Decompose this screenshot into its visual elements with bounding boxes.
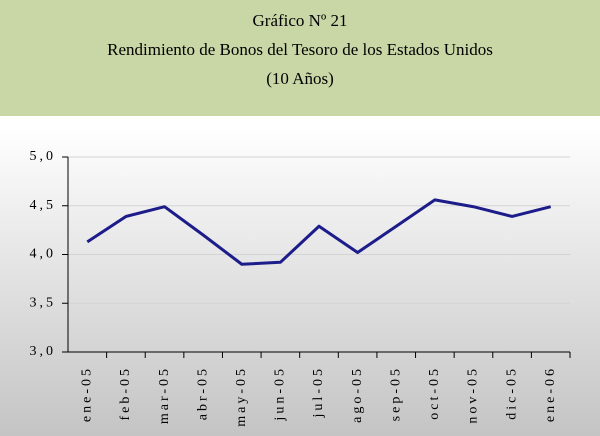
chart-subtitle: Rendimiento de Bonos del Tesoro de los E… xyxy=(107,40,493,59)
x-tick-label: oct-05 xyxy=(427,366,442,420)
x-tick-label: nov-05 xyxy=(466,366,481,424)
y-tick-label: 4,5 xyxy=(30,198,57,213)
x-tick-label: ago-05 xyxy=(350,366,365,423)
chart-title: Gráfico Nº 21 xyxy=(253,11,348,30)
y-tick-label: 3,0 xyxy=(30,344,57,359)
x-tick-label: sep-05 xyxy=(388,366,403,421)
x-tick-label: may-05 xyxy=(234,366,249,427)
y-tick-label: 5,0 xyxy=(30,149,57,164)
x-tick-label: ene-06 xyxy=(543,366,558,422)
y-tick-label: 3,5 xyxy=(30,295,57,310)
x-tick-label: jul-05 xyxy=(311,366,326,418)
x-tick-label: dic-05 xyxy=(504,366,519,420)
x-tick-label: ene-05 xyxy=(80,366,95,422)
x-tick-label: jun-05 xyxy=(273,366,288,422)
plot-background xyxy=(0,126,600,436)
data-line xyxy=(86,198,552,266)
header-box xyxy=(0,0,600,116)
x-tick-label: mar-05 xyxy=(157,366,172,424)
chart-subtitle: (10 Años) xyxy=(266,69,334,88)
y-tick-label: 4,0 xyxy=(30,247,57,262)
x-tick-label: abr-05 xyxy=(195,366,210,420)
x-tick-label: feb-05 xyxy=(118,366,133,421)
